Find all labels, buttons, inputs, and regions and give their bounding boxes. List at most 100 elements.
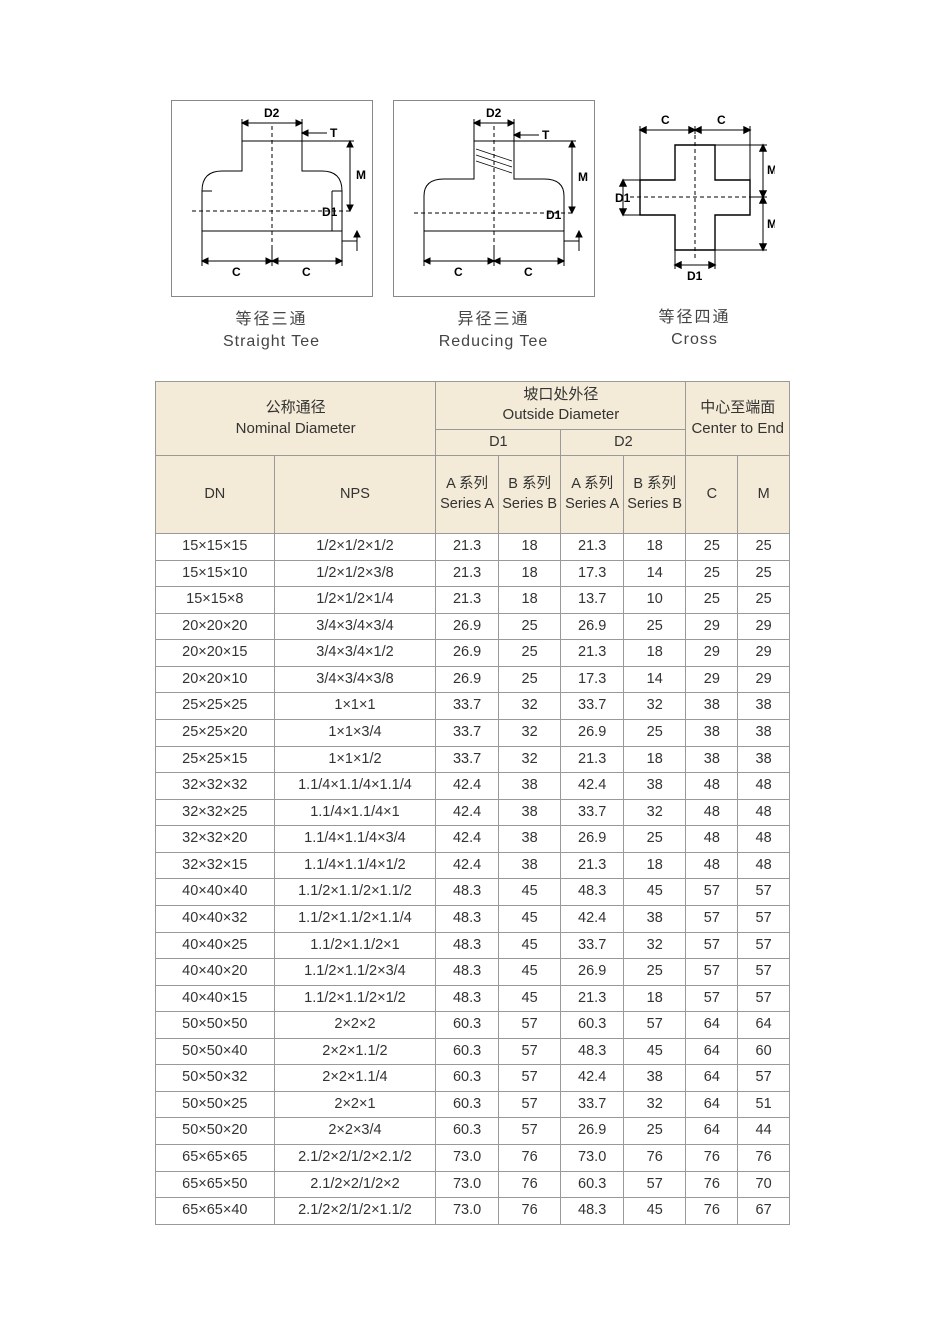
table-cell: 1/2×1/2×1/4 [274, 587, 436, 614]
table-cell: 48.3 [436, 879, 499, 906]
table-cell: 1.1/2×1.1/2×1.1/2 [274, 879, 436, 906]
table-cell: 57 [738, 985, 790, 1012]
table-cell: 57 [498, 1038, 561, 1065]
table-cell: 60.3 [561, 1012, 624, 1039]
diagram-straight-tee-frame: D2 T M D1 C C [171, 100, 373, 297]
hdr-nps: NPS [274, 456, 436, 534]
table-cell: 1.1/2×1.1/2×1.1/4 [274, 905, 436, 932]
table-cell: 38 [686, 720, 738, 747]
table-cell: 26.9 [561, 613, 624, 640]
table-cell: 50×50×20 [156, 1118, 275, 1145]
label-t: T [542, 128, 550, 142]
label-c2: C [302, 265, 311, 279]
table-cell: 26.9 [436, 613, 499, 640]
table-cell: 25×25×25 [156, 693, 275, 720]
label-d1-left: D1 [615, 191, 631, 205]
table-cell: 29 [686, 666, 738, 693]
table-cell: 57 [686, 905, 738, 932]
table-cell: 21.3 [561, 640, 624, 667]
table-cell: 57 [498, 1118, 561, 1145]
caption-reducing-tee-cn: 异径三通 [393, 305, 595, 329]
table-cell: 25 [623, 613, 686, 640]
table-cell: 29 [738, 613, 790, 640]
table-cell: 1.1/4×1.1/4×1 [274, 799, 436, 826]
hdr-nominal-diameter: 公称通径 Nominal Diameter [156, 382, 436, 456]
table-cell: 48 [738, 826, 790, 853]
table-cell: 21.3 [436, 587, 499, 614]
table-cell: 21.3 [436, 560, 499, 587]
table-cell: 51 [738, 1091, 790, 1118]
table-cell: 33.7 [436, 693, 499, 720]
table-cell: 14 [623, 560, 686, 587]
table-cell: 50×50×25 [156, 1091, 275, 1118]
table-cell: 25 [623, 1118, 686, 1145]
hdr-od-cn: 坡口处外径 [438, 385, 683, 405]
table-cell: 73.0 [561, 1145, 624, 1172]
table-cell: 38 [738, 693, 790, 720]
table-cell: 32 [623, 1091, 686, 1118]
label-c-top-1: C [661, 113, 670, 127]
table-cell: 76 [623, 1145, 686, 1172]
table-cell: 38 [623, 905, 686, 932]
hdr-d2-a: A 系列 Series A [561, 456, 624, 534]
table-cell: 29 [738, 640, 790, 667]
table-cell: 48.3 [436, 985, 499, 1012]
table-cell: 64 [738, 1012, 790, 1039]
table-cell: 64 [686, 1012, 738, 1039]
table-cell: 1.1/2×1.1/2×3/4 [274, 959, 436, 986]
table-cell: 32 [498, 720, 561, 747]
table-cell: 60.3 [436, 1038, 499, 1065]
table-cell: 57 [686, 959, 738, 986]
table-cell: 26.9 [561, 720, 624, 747]
label-c1: C [232, 265, 241, 279]
table-row: 20×20×203/4×3/4×3/426.92526.9252929 [156, 613, 790, 640]
caption-cross-en: Cross [615, 331, 775, 349]
hdr-d1-a-en: Series A [438, 495, 496, 515]
table-cell: 64 [686, 1118, 738, 1145]
table-cell: 38 [738, 720, 790, 747]
label-m-1: M [767, 163, 775, 177]
hdr-d1-b: B 系列 Series B [498, 456, 561, 534]
hdr-d1-a-cn: A 系列 [438, 475, 496, 495]
table-cell: 3/4×3/4×1/2 [274, 640, 436, 667]
table-cell: 25 [686, 560, 738, 587]
table-cell: 57 [738, 1065, 790, 1092]
header-row-3: DN NPS A 系列 Series A B 系列 Series B A 系列 … [156, 456, 790, 534]
table-cell: 17.3 [561, 560, 624, 587]
table-row: 25×25×201×1×3/433.73226.9253838 [156, 720, 790, 747]
table-cell: 13.7 [561, 587, 624, 614]
table-cell: 45 [498, 985, 561, 1012]
hdr-d1-b-cn: B 系列 [501, 475, 559, 495]
table-cell: 29 [686, 640, 738, 667]
label-d2: D2 [486, 106, 502, 120]
table-cell: 2×2×1.1/4 [274, 1065, 436, 1092]
table-cell: 70 [738, 1171, 790, 1198]
table-cell: 45 [498, 932, 561, 959]
table-cell: 32 [498, 693, 561, 720]
table-cell: 64 [686, 1091, 738, 1118]
hdr-center-to-end: 中心至端面 Center to End [686, 382, 790, 456]
hdr-outside-diameter: 坡口处外径 Outside Diameter [436, 382, 686, 430]
table-cell: 29 [686, 613, 738, 640]
label-d2: D2 [264, 106, 280, 120]
table-row: 50×50×202×2×3/460.35726.9256444 [156, 1118, 790, 1145]
table-cell: 1.1/2×1.1/2×1 [274, 932, 436, 959]
table-row: 65×65×402.1/2×2/1/2×1.1/273.07648.345766… [156, 1198, 790, 1225]
reducing-tee-svg: D2 T M D1 C C [394, 101, 594, 291]
table-cell: 38 [686, 746, 738, 773]
table-cell: 32×32×15 [156, 852, 275, 879]
table-cell: 20×20×20 [156, 613, 275, 640]
table-cell: 18 [623, 640, 686, 667]
table-cell: 57 [738, 932, 790, 959]
table-cell: 29 [738, 666, 790, 693]
table-cell: 25 [623, 720, 686, 747]
table-cell: 33.7 [436, 746, 499, 773]
table-cell: 60 [738, 1038, 790, 1065]
table-row: 25×25×251×1×133.73233.7323838 [156, 693, 790, 720]
table-cell: 2×2×1 [274, 1091, 436, 1118]
table-cell: 76 [498, 1145, 561, 1172]
diagram-straight-tee: D2 T M D1 C C 等径三通 Straight Tee [171, 100, 373, 351]
table-cell: 1×1×1/2 [274, 746, 436, 773]
table-cell: 48 [686, 852, 738, 879]
table-row: 20×20×103/4×3/4×3/826.92517.3142929 [156, 666, 790, 693]
